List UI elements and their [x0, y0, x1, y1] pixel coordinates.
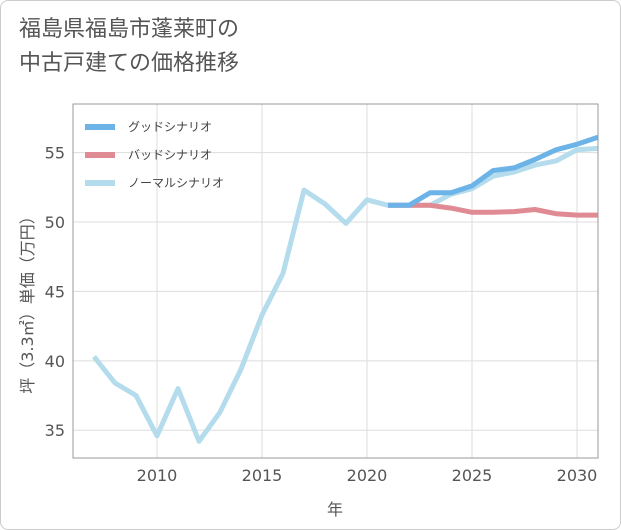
y-axis-label: 坪（3.3㎡）単価（万円）	[18, 208, 37, 393]
series-lines	[92, 134, 599, 444]
plot-area-border	[72, 103, 599, 459]
x-tick-label: 2010	[137, 466, 178, 485]
x-tick-label: 2015	[242, 466, 283, 485]
normal-scenario-legend-label: ノーマルシナリオ	[128, 176, 224, 190]
bad-scenario-line	[388, 202, 598, 218]
good-scenario-line	[388, 134, 599, 208]
y-tick-label: 40	[45, 352, 65, 371]
x-axis-ticks: 2010 2015 2020 2025 2030	[137, 466, 598, 485]
chart-title-line-1: 福島県福島市蓬莱町の	[19, 17, 240, 42]
y-tick-label: 35	[45, 421, 65, 440]
y-tick-label: 50	[45, 213, 65, 232]
x-tick-label: 2025	[452, 466, 493, 485]
good-scenario-legend-label: グッドシナリオ	[128, 120, 212, 134]
x-tick-label: 2030	[557, 466, 598, 485]
normal-scenario-line	[92, 145, 599, 444]
bad-scenario-legend-label: バッドシナリオ	[128, 148, 212, 162]
chart-title-line-2: 中古戸建ての価格推移	[19, 51, 240, 76]
y-tick-label: 55	[45, 144, 65, 163]
y-tick-label: 45	[45, 282, 65, 301]
x-tick-label: 2020	[347, 466, 388, 485]
chart-title: 福島県福島市蓬莱町の 中古戸建ての価格推移	[19, 13, 379, 81]
y-axis-ticks: 35 40 45 50 55	[45, 144, 65, 441]
x-axis-label: 年	[327, 500, 343, 519]
